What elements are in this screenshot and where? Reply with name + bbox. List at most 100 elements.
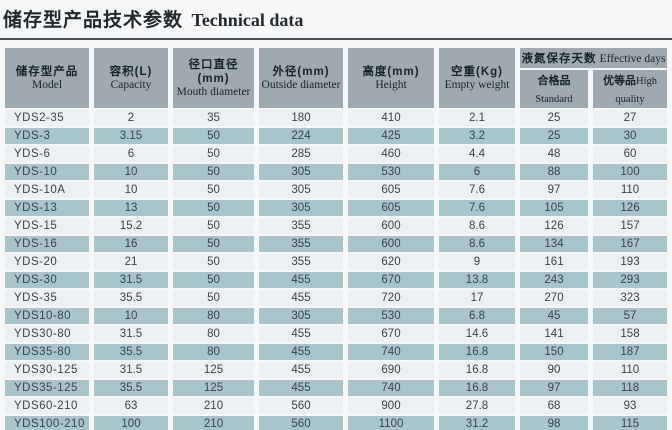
value-cell: 355 — [259, 218, 343, 234]
value-cell: 35 — [173, 110, 254, 126]
model-cell: YDS-6 — [5, 146, 89, 162]
value-cell: 45 — [520, 308, 588, 324]
col-header-height-en: Height — [375, 78, 407, 91]
value-cell: 13.8 — [439, 272, 515, 288]
value-cell: 6 — [439, 164, 515, 180]
value-cell: 31.2 — [439, 416, 515, 430]
value-cell: 355 — [259, 254, 343, 270]
value-cell: 210 — [173, 416, 254, 430]
value-cell: 97 — [520, 380, 588, 396]
col-group-header-effective-days-zh: 液氮保存天数 — [521, 53, 597, 65]
value-cell: 455 — [259, 290, 343, 306]
value-cell: 455 — [259, 344, 343, 360]
col-header-mouth-diameter-en: Mouth diameter — [176, 85, 251, 98]
value-cell: 210 — [173, 398, 254, 414]
value-cell: 50 — [173, 254, 254, 270]
table-row: YDS-13 13 50 305 605 7.6 105 126 — [5, 200, 668, 216]
value-cell: 6 — [94, 146, 168, 162]
value-cell: 167 — [593, 236, 668, 252]
table-row: YDS-35 35.5 50 455 720 17 270 323 — [5, 290, 668, 306]
table-row: YDS-3 3.15 50 224 425 3.2 25 30 — [5, 128, 668, 144]
value-cell: 110 — [593, 362, 668, 378]
model-cell: YDS35-125 — [5, 380, 89, 396]
value-cell: 605 — [348, 200, 434, 216]
page-title-en: Technical data — [191, 10, 304, 30]
value-cell: 25 — [520, 128, 588, 144]
value-cell: 31.5 — [94, 362, 168, 378]
value-cell: 293 — [593, 272, 668, 288]
value-cell: 305 — [259, 200, 343, 216]
value-cell: 410 — [348, 110, 434, 126]
table-row: YDS10-80 10 80 305 530 6.8 45 57 — [5, 308, 668, 324]
value-cell: 30 — [593, 128, 668, 144]
value-cell: 285 — [259, 146, 343, 162]
model-cell: YDS-30 — [5, 272, 89, 288]
col-header-outside-diameter-zh: 外径(mm) — [272, 65, 330, 78]
col-subheader-high-quality: 优等品High quality — [593, 70, 668, 108]
value-cell: 16.8 — [439, 344, 515, 360]
model-cell: YDS30-80 — [5, 326, 89, 342]
model-cell: YDS-13 — [5, 200, 89, 216]
col-header-mouth-diameter: 径口直径(mm) Mouth diameter — [173, 48, 254, 108]
value-cell: 1100 — [348, 416, 434, 430]
title-divider — [0, 38, 672, 40]
value-cell: 670 — [348, 326, 434, 342]
col-subheader-standard-zh: 合格品 — [537, 75, 571, 87]
value-cell: 100 — [593, 164, 668, 180]
col-header-model: 储存型产品 Model — [5, 48, 89, 108]
model-cell: YDS10-80 — [5, 308, 89, 324]
value-cell: 50 — [173, 146, 254, 162]
value-cell: 560 — [259, 416, 343, 430]
value-cell: 7.6 — [439, 200, 515, 216]
table-row: YDS-20 21 50 355 620 9 161 193 — [5, 254, 668, 270]
col-header-outside-diameter-en: Outside diameter — [261, 78, 341, 91]
value-cell: 25 — [520, 110, 588, 126]
col-subheader-high-quality-en: High quality — [615, 76, 657, 105]
value-cell: 35.5 — [94, 290, 168, 306]
col-header-empty-weight-zh: 空重(Kg) — [451, 65, 503, 78]
value-cell: 10 — [94, 308, 168, 324]
value-cell: 50 — [173, 164, 254, 180]
col-subheader-high-quality-zh: 优等品 — [603, 75, 636, 87]
table-row: YDS-10 10 50 305 530 6 88 100 — [5, 164, 668, 180]
value-cell: 2 — [94, 110, 168, 126]
page-title-zh: 储存型产品技术参数 — [3, 10, 184, 31]
value-cell: 105 — [520, 200, 588, 216]
col-subheader-standard: 合格品 Standard — [520, 70, 588, 108]
col-header-model-zh: 储存型产品 — [15, 65, 79, 78]
value-cell: 150 — [520, 344, 588, 360]
model-cell: YDS2-35 — [5, 110, 89, 126]
col-group-header-effective-days: 液氮保存天数 Effective days — [520, 48, 668, 68]
table-row: YDS-6 6 50 285 460 4.4 48 60 — [5, 146, 668, 162]
value-cell: 530 — [348, 308, 434, 324]
value-cell: 134 — [520, 236, 588, 252]
value-cell: 460 — [348, 146, 434, 162]
model-cell: YDS-35 — [5, 290, 89, 306]
table-row: YDS2-35 2 35 180 410 2.1 25 27 — [5, 110, 668, 126]
value-cell: 243 — [520, 272, 588, 288]
col-header-model-en: Model — [31, 78, 63, 91]
page-title: 储存型产品技术参数 Technical data — [0, 0, 672, 35]
table-row: YDS60-210 63 210 560 900 27.8 68 93 — [5, 398, 668, 414]
value-cell: 620 — [348, 254, 434, 270]
value-cell: 10 — [94, 164, 168, 180]
value-cell: 2.1 — [439, 110, 515, 126]
value-cell: 88 — [520, 164, 588, 180]
col-subheader-standard-en: Standard — [535, 94, 573, 105]
value-cell: 455 — [259, 380, 343, 396]
value-cell: 900 — [348, 398, 434, 414]
value-cell: 8.6 — [439, 236, 515, 252]
value-cell: 530 — [348, 164, 434, 180]
technical-data-table: 储存型产品 Model 容积(L) Capacity 径口直径(mm) Mout… — [0, 46, 672, 430]
col-header-height-zh: 高度(mm) — [362, 65, 420, 78]
value-cell: 560 — [259, 398, 343, 414]
table-row: YDS30-125 31.5 125 455 690 16.8 90 110 — [5, 362, 668, 378]
value-cell: 126 — [520, 218, 588, 234]
table-body: YDS2-35 2 35 180 410 2.1 25 27 YDS-3 3.15 50 224 425… — [5, 110, 668, 430]
value-cell: 4.4 — [439, 146, 515, 162]
value-cell: 355 — [259, 236, 343, 252]
model-cell: YDS60-210 — [5, 398, 89, 414]
value-cell: 93 — [593, 398, 668, 414]
model-cell: YDS30-125 — [5, 362, 89, 378]
value-cell: 80 — [173, 308, 254, 324]
